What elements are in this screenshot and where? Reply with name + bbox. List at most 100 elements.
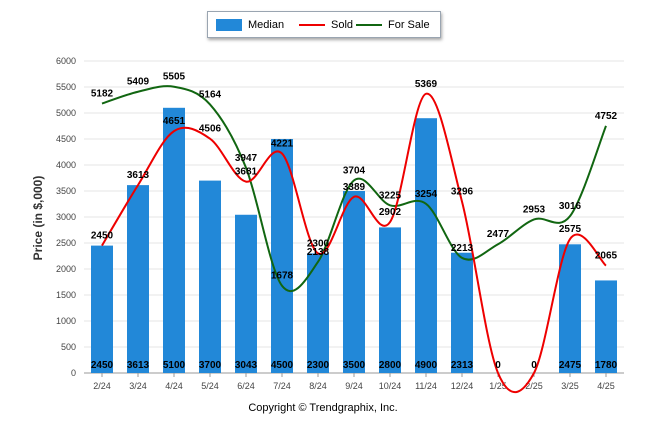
bar [127, 185, 149, 373]
x-tick-label: 3/25 [561, 381, 579, 391]
x-tick-label: 8/24 [309, 381, 327, 391]
sold-value-label: 3681 [235, 167, 258, 178]
for-sale-value-label: 2953 [523, 204, 546, 215]
sold-value-label: 2065 [595, 251, 618, 262]
for-sale-value-label: 3254 [415, 189, 438, 200]
x-tick-label: 5/24 [201, 381, 219, 391]
y-tick-label: 1500 [56, 290, 76, 300]
y-tick-label: 0 [71, 368, 76, 378]
legend-label-sold: Sold [331, 18, 354, 31]
bar-series-median [91, 107, 617, 374]
x-tick-label: 4/25 [597, 381, 615, 391]
y-tick-label: 1000 [56, 316, 76, 326]
for-sale-value-label: 2477 [487, 229, 510, 240]
y-tick-label: 2000 [56, 264, 76, 274]
sold-value-label: 4651 [163, 116, 186, 127]
for-sale-value-label: 5409 [127, 77, 150, 88]
x-tick-label: 12/24 [451, 381, 474, 391]
bar [91, 245, 113, 373]
bar-value-label: 2313 [451, 360, 474, 371]
bar-value-label: 2475 [559, 360, 582, 371]
legend-label-for-sale: For Sale [388, 18, 430, 31]
sold-value-label: 2902 [379, 207, 402, 218]
for-sale-value-label: 3016 [559, 201, 582, 212]
for-sale-value-label: 3225 [379, 190, 402, 201]
for-sale-value-label: 3947 [235, 153, 258, 164]
bar [271, 139, 293, 373]
for-sale-value-label: 2138 [307, 247, 330, 258]
for-sale-value-label: 5182 [91, 89, 114, 100]
bar-value-label: 2300 [307, 360, 330, 371]
x-tick-label: 9/24 [345, 381, 363, 391]
for-sale-value-label: 2213 [451, 243, 474, 254]
y-tick-label: 4000 [56, 160, 76, 170]
line-sold [101, 92, 607, 394]
x-tick-label: 10/24 [379, 381, 402, 391]
x-tick-label: 6/24 [237, 381, 255, 391]
legend-item-for-sale[interactable]: For Sale [356, 12, 430, 37]
legend: Median Sold For Sale [207, 11, 441, 38]
line-series [101, 85, 607, 394]
for-sale-value-label: 5164 [199, 89, 222, 100]
sold-value-label: 2575 [559, 224, 582, 235]
bar [235, 214, 257, 373]
y-tick-label: 5000 [56, 108, 76, 118]
x-tick-label: 11/24 [415, 381, 437, 391]
legend-item-median[interactable]: Median [216, 12, 284, 37]
y-tick-label: 5500 [56, 82, 76, 92]
legend-swatch-sold [299, 23, 325, 26]
for-sale-value-label: 5505 [163, 72, 186, 83]
y-tick-label: 500 [61, 342, 76, 352]
bar-value-label: 3043 [235, 360, 258, 371]
bar [595, 280, 617, 373]
bar-value-label: 4900 [415, 360, 438, 371]
sold-value-label: 2300 [307, 238, 330, 249]
x-tick-label: 2/25 [525, 381, 543, 391]
bar-value-label: 0 [531, 360, 537, 371]
sold-value-label: 3613 [127, 170, 150, 181]
bar-value-label: 2800 [379, 360, 402, 371]
y-tick-label: 6000 [56, 56, 76, 66]
for-sale-value-label: 3704 [343, 165, 366, 176]
bar-value-label: 3700 [199, 360, 222, 371]
x-tick-label: 3/24 [129, 381, 147, 391]
bar-value-label: 4500 [271, 360, 294, 371]
sold-value-label: 3389 [343, 182, 366, 193]
bar [415, 118, 437, 373]
bar-value-label: 5100 [163, 360, 186, 371]
sold-value-label: 4506 [199, 124, 222, 135]
bar [343, 191, 365, 373]
x-tick-label: 1/25 [489, 381, 507, 391]
sold-value-label: 5369 [415, 79, 438, 90]
line-for-sale [101, 85, 607, 293]
legend-swatch-for-sale [356, 23, 382, 26]
x-tick-label: 4/24 [165, 381, 183, 391]
x-axis: 2/24 3/24 4/24 5/24 6/24 7/24 8/24 9/24 10/24 11/… [84, 372, 624, 391]
y-axis: 0 500 1000 1500 2000 2500 3000 3500 4000 4500 5000… [56, 56, 76, 378]
x-tick-label: 7/24 [273, 381, 291, 391]
x-tick-label: 2/24 [93, 381, 111, 391]
sold-value-label: 4221 [271, 139, 294, 150]
for-sale-value-label: 4752 [595, 111, 618, 122]
sold-value-label: 2450 [91, 231, 114, 242]
bar [199, 180, 221, 373]
bar-value-label: 2450 [91, 360, 114, 371]
y-tick-label: 3000 [56, 212, 76, 222]
legend-item-sold[interactable]: Sold [299, 12, 353, 37]
bar [559, 244, 581, 373]
bar [379, 227, 401, 373]
y-tick-label: 3500 [56, 186, 76, 196]
bar [451, 252, 473, 373]
legend-swatch-median [216, 18, 242, 31]
legend-label-median: Median [248, 18, 285, 31]
y-tick-label: 4500 [56, 134, 76, 144]
bar-value-label: 0 [495, 360, 501, 371]
bar-value-label: 3613 [127, 360, 150, 371]
data-labels: 2450 3613 5100 3700 3043 4500 2300 3500 2800 4900… [91, 72, 618, 371]
bar-value-label: 3500 [343, 360, 366, 371]
for-sale-value-label: 1678 [271, 271, 294, 282]
y-tick-label: 2500 [56, 238, 76, 248]
bar-value-label: 1780 [595, 360, 618, 371]
bar [163, 107, 185, 374]
